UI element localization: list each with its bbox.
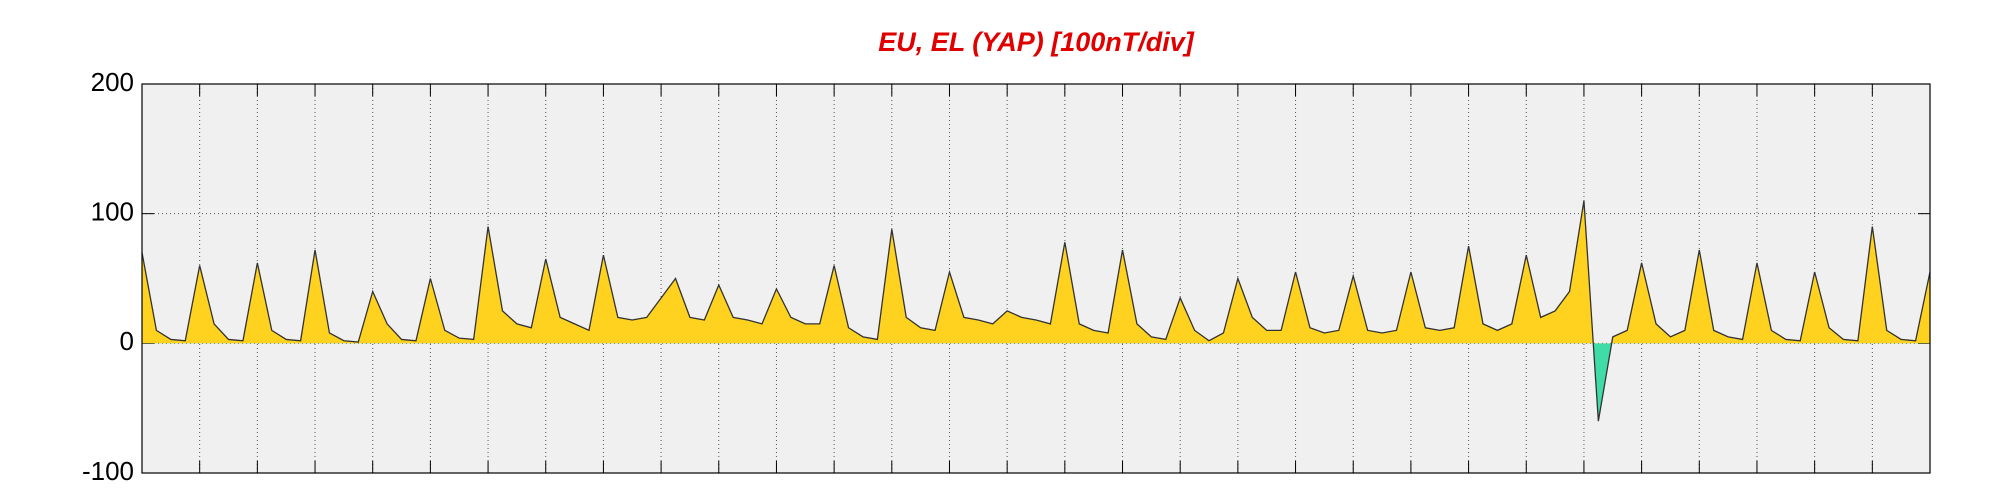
plot-frame bbox=[141, 83, 1931, 474]
y-tick-label: 200 bbox=[91, 67, 134, 97]
negative-area bbox=[1593, 343, 1612, 422]
plot-background bbox=[142, 84, 1930, 473]
y-tick-label: 0 bbox=[120, 326, 134, 356]
chart-title: EU, EL (YAP) [100nT/div] bbox=[878, 27, 1195, 57]
y-tick-label: -100 bbox=[82, 456, 134, 486]
y-tick-label: 100 bbox=[91, 197, 134, 227]
positive-area bbox=[142, 200, 1930, 344]
data-line bbox=[141, 200, 1931, 422]
